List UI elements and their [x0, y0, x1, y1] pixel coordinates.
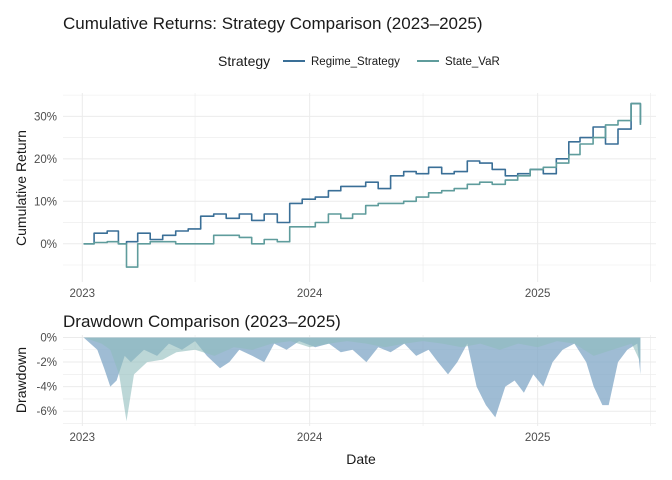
bottom-x-ticks: 2023 2024 2025 — [70, 432, 551, 444]
x-tick-label: 2024 — [297, 432, 323, 444]
x-tick-label: 2024 — [297, 288, 323, 300]
y-tick-label: 30% — [34, 111, 57, 123]
top-series — [83, 102, 642, 268]
top-grid — [63, 93, 656, 282]
drawdown-panel: 0% -2% -4% -6% 2023 2024 2025 — [37, 332, 656, 444]
legend-label-statevar: State_VaR — [445, 56, 500, 68]
series-line-regime-strategy — [83, 102, 642, 245]
top-chart-title: Cumulative Returns: Strategy Comparison … — [63, 14, 483, 33]
legend: Strategy Regime_Strategy State_VaR — [218, 53, 500, 69]
top-y-ticks: 0% 10% 20% 30% — [34, 111, 57, 250]
y-tick-label: 0% — [40, 239, 57, 251]
x-tick-label: 2025 — [525, 432, 551, 444]
y-tick-label: 10% — [34, 196, 57, 208]
y-tick-label: 0% — [40, 332, 57, 344]
x-tick-label: 2025 — [525, 288, 551, 300]
top-y-axis-label: Cumulative Return — [13, 130, 29, 246]
bottom-y-ticks: 0% -2% -4% -6% — [37, 332, 57, 418]
drawdown-area-state-var — [83, 337, 641, 422]
x-tick-label: 2023 — [70, 288, 96, 300]
bottom-y-axis-label: Drawdown — [13, 347, 29, 413]
cumulative-returns-panel: 0% 10% 20% 30% 2023 2024 2025 — [34, 93, 656, 300]
y-tick-label: 20% — [34, 154, 57, 166]
y-tick-label: -6% — [37, 406, 57, 418]
bottom-series — [83, 337, 641, 422]
legend-label-regime: Regime_Strategy — [311, 56, 400, 68]
series-line-state-var — [83, 102, 642, 268]
legend-title: Strategy — [218, 53, 270, 69]
bottom-chart-title: Drawdown Comparison (2023–2025) — [63, 312, 341, 331]
x-axis-label: Date — [346, 451, 376, 467]
top-x-ticks: 2023 2024 2025 — [70, 288, 551, 300]
x-tick-label: 2023 — [70, 432, 96, 444]
y-tick-label: -2% — [37, 357, 57, 369]
drawdown-area-regime-strategy — [83, 337, 641, 418]
y-tick-label: -4% — [37, 382, 57, 394]
